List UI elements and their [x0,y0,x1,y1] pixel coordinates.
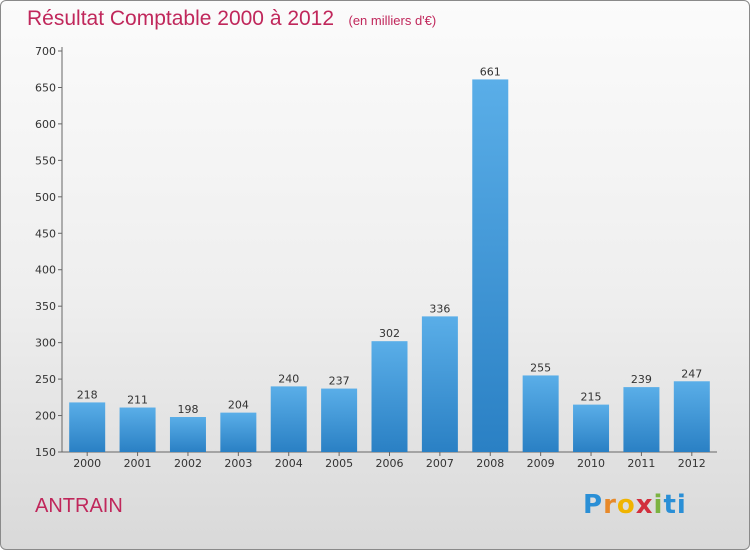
x-tick-label: 2002 [174,457,202,470]
logo-letter: P [583,490,604,520]
x-tick-label: 2012 [678,457,706,470]
bar [472,79,509,453]
bar-value-label: 211 [127,394,148,407]
logo-letter: x [635,490,654,520]
bar-value-label: 247 [681,367,702,380]
x-tick-label: 2009 [527,457,555,470]
chart-unit: (en milliers d'€) [348,13,437,28]
y-tick-label: 600 [35,118,56,131]
y-tick-label: 200 [35,410,56,423]
y-tick-label: 700 [35,45,56,58]
bar [220,412,257,452]
logo-letter: r [603,490,617,520]
bar [321,388,358,452]
logo-letter: t [663,490,677,520]
y-tick-label: 350 [35,300,56,313]
bar-value-label: 240 [278,372,299,385]
x-tick-label: 2008 [476,457,504,470]
bar-value-label: 336 [429,302,450,315]
x-tick-label: 2001 [124,457,152,470]
bar-value-label: 198 [177,403,198,416]
bar-value-label: 661 [480,65,501,78]
bar-value-label: 215 [581,391,602,404]
y-tick-label: 400 [35,264,56,277]
chart-title: Résultat Comptable 2000 à 2012 [27,7,335,30]
commune-name: ANTRAIN [35,495,123,517]
x-tick-label: 2007 [426,457,454,470]
bar [623,387,660,452]
y-tick-label: 450 [35,227,56,240]
bar-value-label: 218 [77,388,98,401]
x-tick-label: 2005 [325,457,353,470]
logo-letter: i [653,490,664,520]
x-tick-label: 2010 [577,457,605,470]
logo-letter: o [616,490,636,520]
x-tick-label: 2003 [224,457,252,470]
bar [421,316,458,452]
bar [371,341,408,452]
bar [573,404,610,452]
y-tick-label: 500 [35,191,56,204]
bar-value-label: 302 [379,327,400,340]
x-tick-label: 2011 [627,457,655,470]
y-tick-label: 650 [35,81,56,94]
bar [673,381,710,452]
bar-value-label: 239 [631,373,652,386]
bar [522,375,559,452]
bar [270,386,307,452]
x-tick-label: 2004 [275,457,303,470]
y-tick-label: 300 [35,337,56,350]
y-tick-label: 150 [35,446,56,459]
chart-title-block: Résultat Comptable 2000 à 2012 (en milli… [27,7,436,31]
bar [69,402,106,452]
y-tick-label: 550 [35,154,56,167]
bar-value-label: 255 [530,361,551,374]
bar-value-label: 237 [329,375,350,388]
bar-value-label: 204 [228,399,249,412]
bar [169,417,206,452]
x-tick-label: 2000 [73,457,101,470]
bar [119,407,156,452]
x-tick-label: 2006 [376,457,404,470]
proxiti-logo: Proxiti [583,490,687,520]
y-tick-label: 250 [35,373,56,386]
logo-letter: i [676,490,687,520]
